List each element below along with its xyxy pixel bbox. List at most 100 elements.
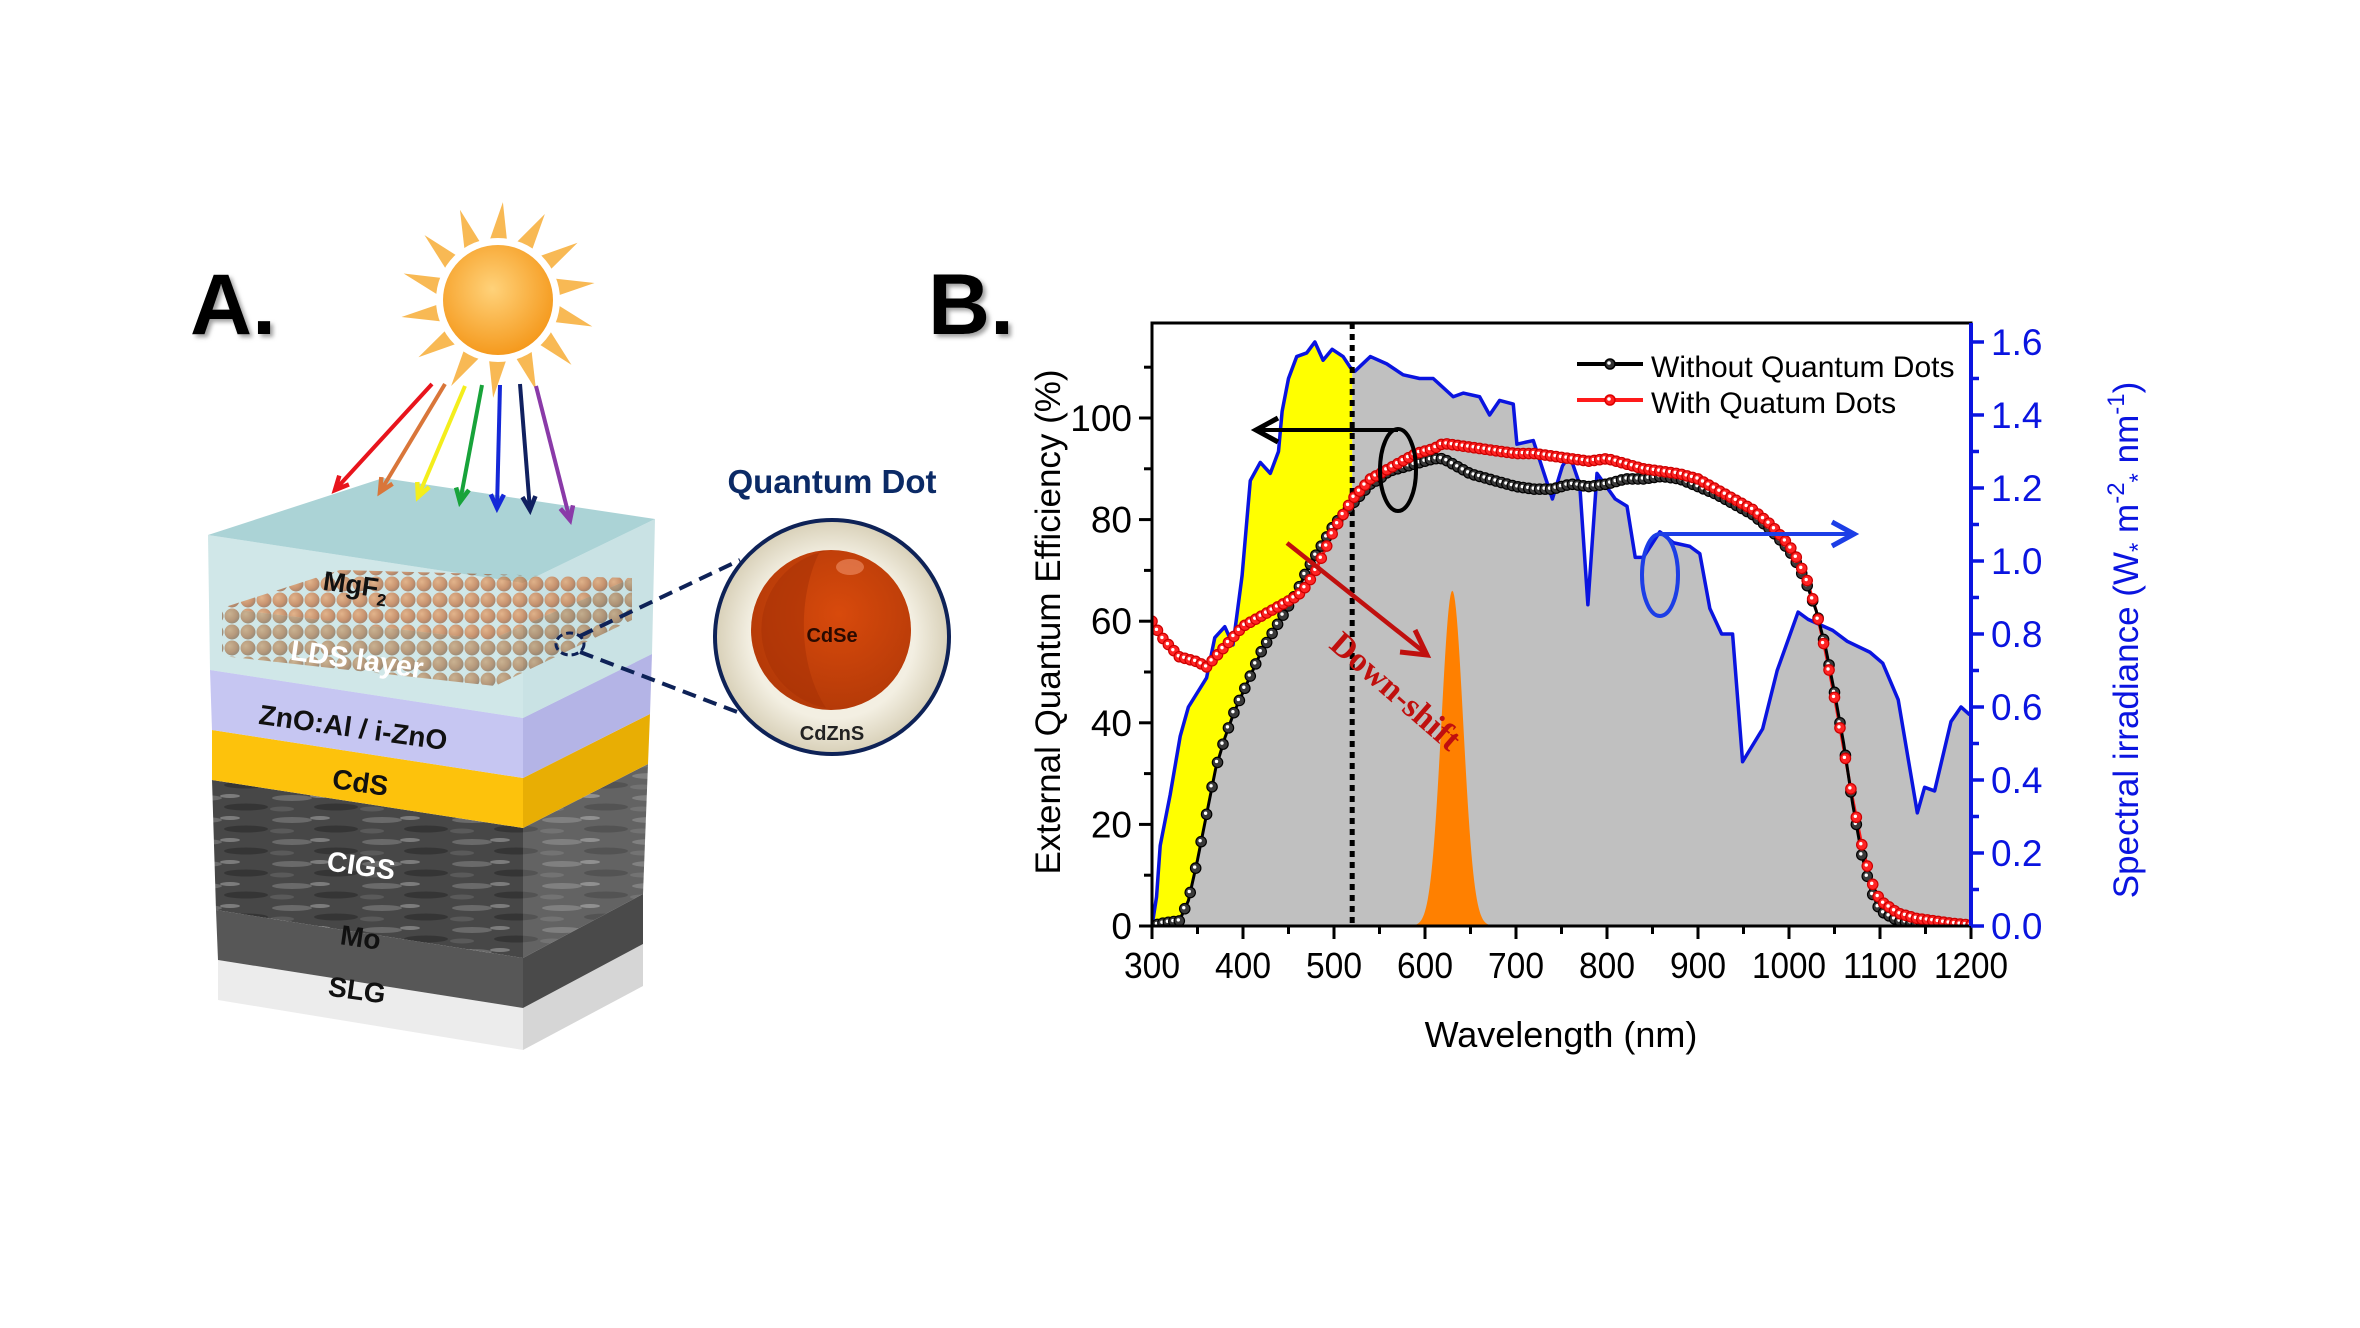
y2-tick-label: 1.2 [1991, 468, 2042, 509]
with-qd-point-highlight [1744, 503, 1748, 508]
with-qd-point-highlight [1362, 482, 1366, 486]
with-qd-point-highlight [1717, 488, 1721, 492]
panel-a: A. [190, 202, 951, 1050]
light-ray-arrow [518, 383, 538, 516]
with-qd-point-highlight [1324, 543, 1328, 547]
sun-ray [551, 303, 593, 327]
left-axis-indicator [1250, 415, 1418, 513]
with-qd-point-highlight [1203, 664, 1208, 668]
without-qd-point-highlight [1198, 838, 1202, 843]
with-qd-point-highlight [1225, 639, 1230, 644]
without-qd-point-highlight [1449, 461, 1454, 465]
x-tick-label: 500 [1306, 945, 1362, 986]
without-qd-point-highlight [1280, 612, 1284, 616]
y2-tick-label: 1.4 [1991, 395, 2042, 436]
light-ray-arrow [377, 382, 447, 497]
with-qd-point-highlight [1334, 520, 1339, 525]
sun-ray [401, 303, 445, 322]
with-qd-point-highlight [1902, 912, 1907, 917]
without-qd-point-highlight [1220, 741, 1224, 745]
y-tick-label: 40 [1091, 703, 1132, 744]
with-qd-point-highlight [1198, 661, 1202, 665]
without-qd-point-highlight [1460, 467, 1464, 471]
with-qd-point-highlight [1635, 464, 1639, 468]
light-ray-arrow-head-icon [558, 504, 576, 526]
without-qd-point-highlight [1187, 889, 1191, 894]
without-qd-point-highlight [1192, 865, 1197, 869]
with-qd-point-highlight [1700, 479, 1705, 483]
without-qd-point-highlight [1465, 470, 1470, 474]
right-axis-indicator [1640, 519, 1860, 618]
qd-core-shading [761, 551, 826, 708]
with-qd-point-highlight [1870, 881, 1874, 886]
x-axis-title: Wavelength (nm) [1425, 1014, 1698, 1055]
qd-core-highlight [836, 559, 864, 575]
y2-tick-label: 0.4 [1991, 760, 2042, 801]
without-qd-point-highlight [1313, 552, 1317, 556]
with-qd-point-highlight [1187, 657, 1191, 661]
with-qd-point-highlight [1613, 458, 1617, 462]
without-qd-point-highlight [1886, 913, 1890, 917]
sun-ray [488, 357, 508, 398]
without-qd-point-highlight [1263, 639, 1268, 644]
with-qd-point-highlight [1291, 595, 1295, 599]
x-tick-label: 400 [1215, 945, 1271, 986]
with-qd-point-highlight [1318, 555, 1322, 559]
with-qd-point-highlight [1607, 456, 1612, 461]
light-ray-shaft [378, 382, 447, 494]
layer-zno-side [523, 654, 652, 778]
without-qd-point-highlight [1471, 472, 1475, 476]
light-ray-shaft [458, 384, 484, 503]
with-qd-point-highlight [1842, 755, 1847, 760]
with-qd-point-highlight [1236, 627, 1241, 632]
with-qd-point-highlight [1771, 526, 1776, 530]
with-qd-point-highlight [1689, 474, 1694, 479]
without-qd-point-highlight [1176, 918, 1181, 922]
y2-tick-label: 0.2 [1991, 833, 2042, 874]
with-qd-point-highlight [1793, 554, 1797, 558]
with-qd-point-highlight [1864, 863, 1868, 867]
x-tick-label: 1100 [1843, 945, 1917, 986]
y-tick-label: 20 [1091, 804, 1132, 845]
without-qd-point-highlight [1274, 621, 1279, 625]
y-tick-label: 0 [1111, 906, 1132, 947]
with-qd-point-highlight [1302, 584, 1306, 589]
with-qd-point-highlight [1831, 694, 1836, 699]
without-qd-point-highlight [1203, 811, 1208, 815]
without-qd-point-highlight [1182, 906, 1186, 910]
with-qd-point-highlight [1307, 576, 1312, 581]
with-qd-point-highlight [1891, 908, 1896, 912]
with-qd-point-highlight [1340, 511, 1344, 516]
panel-b: B. [928, 257, 2152, 1055]
panel-a-label: A. [190, 257, 276, 353]
panel-b-label: B. [928, 257, 1014, 353]
without-qd-point-highlight [1225, 725, 1230, 729]
without-qd-point-highlight [1258, 648, 1262, 653]
y-tick-label: 100 [1070, 398, 1132, 439]
lds-top-surface [222, 570, 632, 640]
with-qd-point-highlight [1804, 577, 1808, 582]
left-arrow-head-icon [1250, 415, 1280, 445]
y2-tick-label: 0.0 [1991, 906, 2042, 947]
without-qd-point-highlight [1487, 476, 1492, 481]
legend-entry-with: With Quatum Dots [1577, 387, 1896, 420]
y2-tick-label: 1.0 [1991, 541, 2042, 582]
with-qd-point-highlight [1886, 904, 1890, 908]
light-ray-arrow-head-icon [488, 493, 506, 514]
x-tick-label: 1000 [1752, 945, 1826, 986]
layer-mo-side [523, 894, 643, 1008]
layer-mgf2-top [208, 478, 655, 583]
light-ray-arrow-head-icon [331, 474, 350, 494]
with-qd-point-highlight [1782, 538, 1787, 542]
light-ray-shaft [333, 382, 434, 492]
light-ray-arrow-head-icon [415, 481, 431, 502]
light-ray-arrow [488, 384, 506, 514]
legend-label-without: Without Quantum Dots [1651, 351, 1954, 384]
layer-slg-side [523, 944, 643, 1050]
sun-ray [403, 273, 445, 297]
with-qd-point-highlight [1897, 911, 1901, 915]
with-qd-point-highlight [1880, 900, 1885, 904]
y2-tick-label: 0.6 [1991, 687, 2042, 728]
light-ray-shaft [495, 384, 502, 509]
sun-ray [514, 347, 537, 391]
